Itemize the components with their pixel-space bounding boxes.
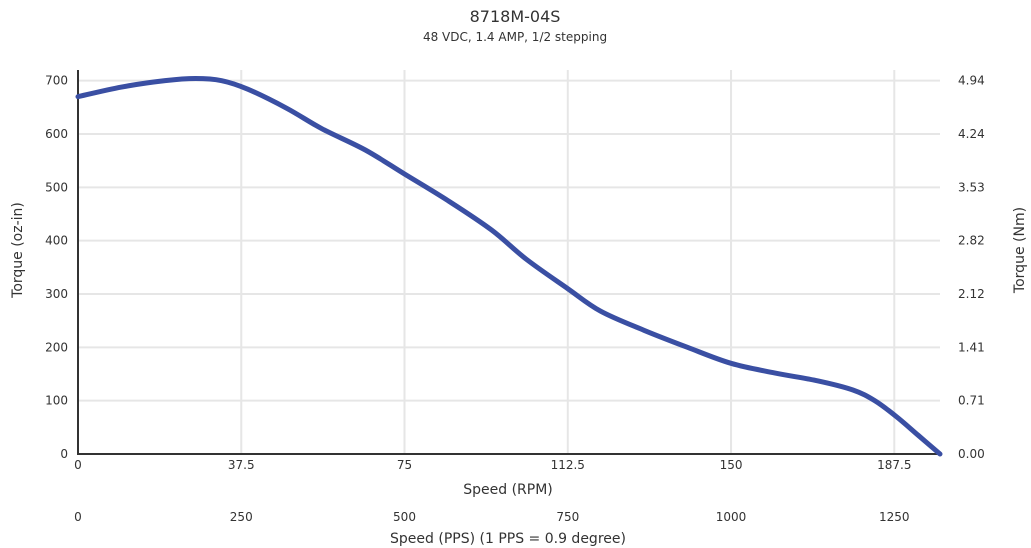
y2-tick-label: 0.00 [958,447,985,461]
tick-labels: 0 37.5 75 112.5 150 187.5 0 250 500 750 1000 1250 0 1… [45,74,985,524]
grid-lines [78,70,940,454]
y2-tick-label: 4.24 [958,127,985,141]
y-tick-label: 100 [45,394,68,408]
x-tick-label: 0 [74,458,82,472]
y-tick-label: 600 [45,127,68,141]
y-tick-label: 700 [45,74,68,88]
y2-tick-label: 0.71 [958,394,985,408]
x2-tick-label: 1000 [716,510,747,524]
chart-subtitle: 48 VDC, 1.4 AMP, 1/2 stepping [423,30,607,44]
x2-tick-label: 500 [393,510,416,524]
y-tick-label: 0 [60,447,68,461]
x-axis-label: Speed (RPM) [463,482,553,498]
chart-title: 8718M-04S [470,7,561,26]
x2-tick-label: 1250 [879,510,910,524]
torque-curve [75,76,943,457]
y-axis-label: Torque (oz-in) [10,202,26,299]
y-tick-label: 500 [45,180,68,194]
axes [77,70,940,455]
y-tick-label: 400 [45,234,68,248]
x-tick-label: 37.5 [228,458,255,472]
x-tick-label: 150 [720,458,743,472]
x-tick-label: 112.5 [551,458,585,472]
data-series [75,76,943,457]
x-tick-label: 75 [397,458,412,472]
x2-tick-label: 0 [74,510,82,524]
y-tick-label: 200 [45,340,68,354]
x2-tick-label: 250 [230,510,253,524]
x2-tick-label: 750 [556,510,579,524]
y2-axis-label: Torque (Nm) [1012,207,1028,294]
y2-tick-label: 2.82 [958,234,985,248]
y2-tick-label: 1.41 [958,340,985,354]
y2-tick-label: 2.12 [958,287,985,301]
y2-tick-label: 3.53 [958,180,985,194]
x2-axis-label: Speed (PPS) (1 PPS = 0.9 degree) [390,531,626,547]
y-tick-label: 300 [45,287,68,301]
y2-tick-label: 4.94 [958,74,985,88]
x-tick-label: 187.5 [877,458,911,472]
